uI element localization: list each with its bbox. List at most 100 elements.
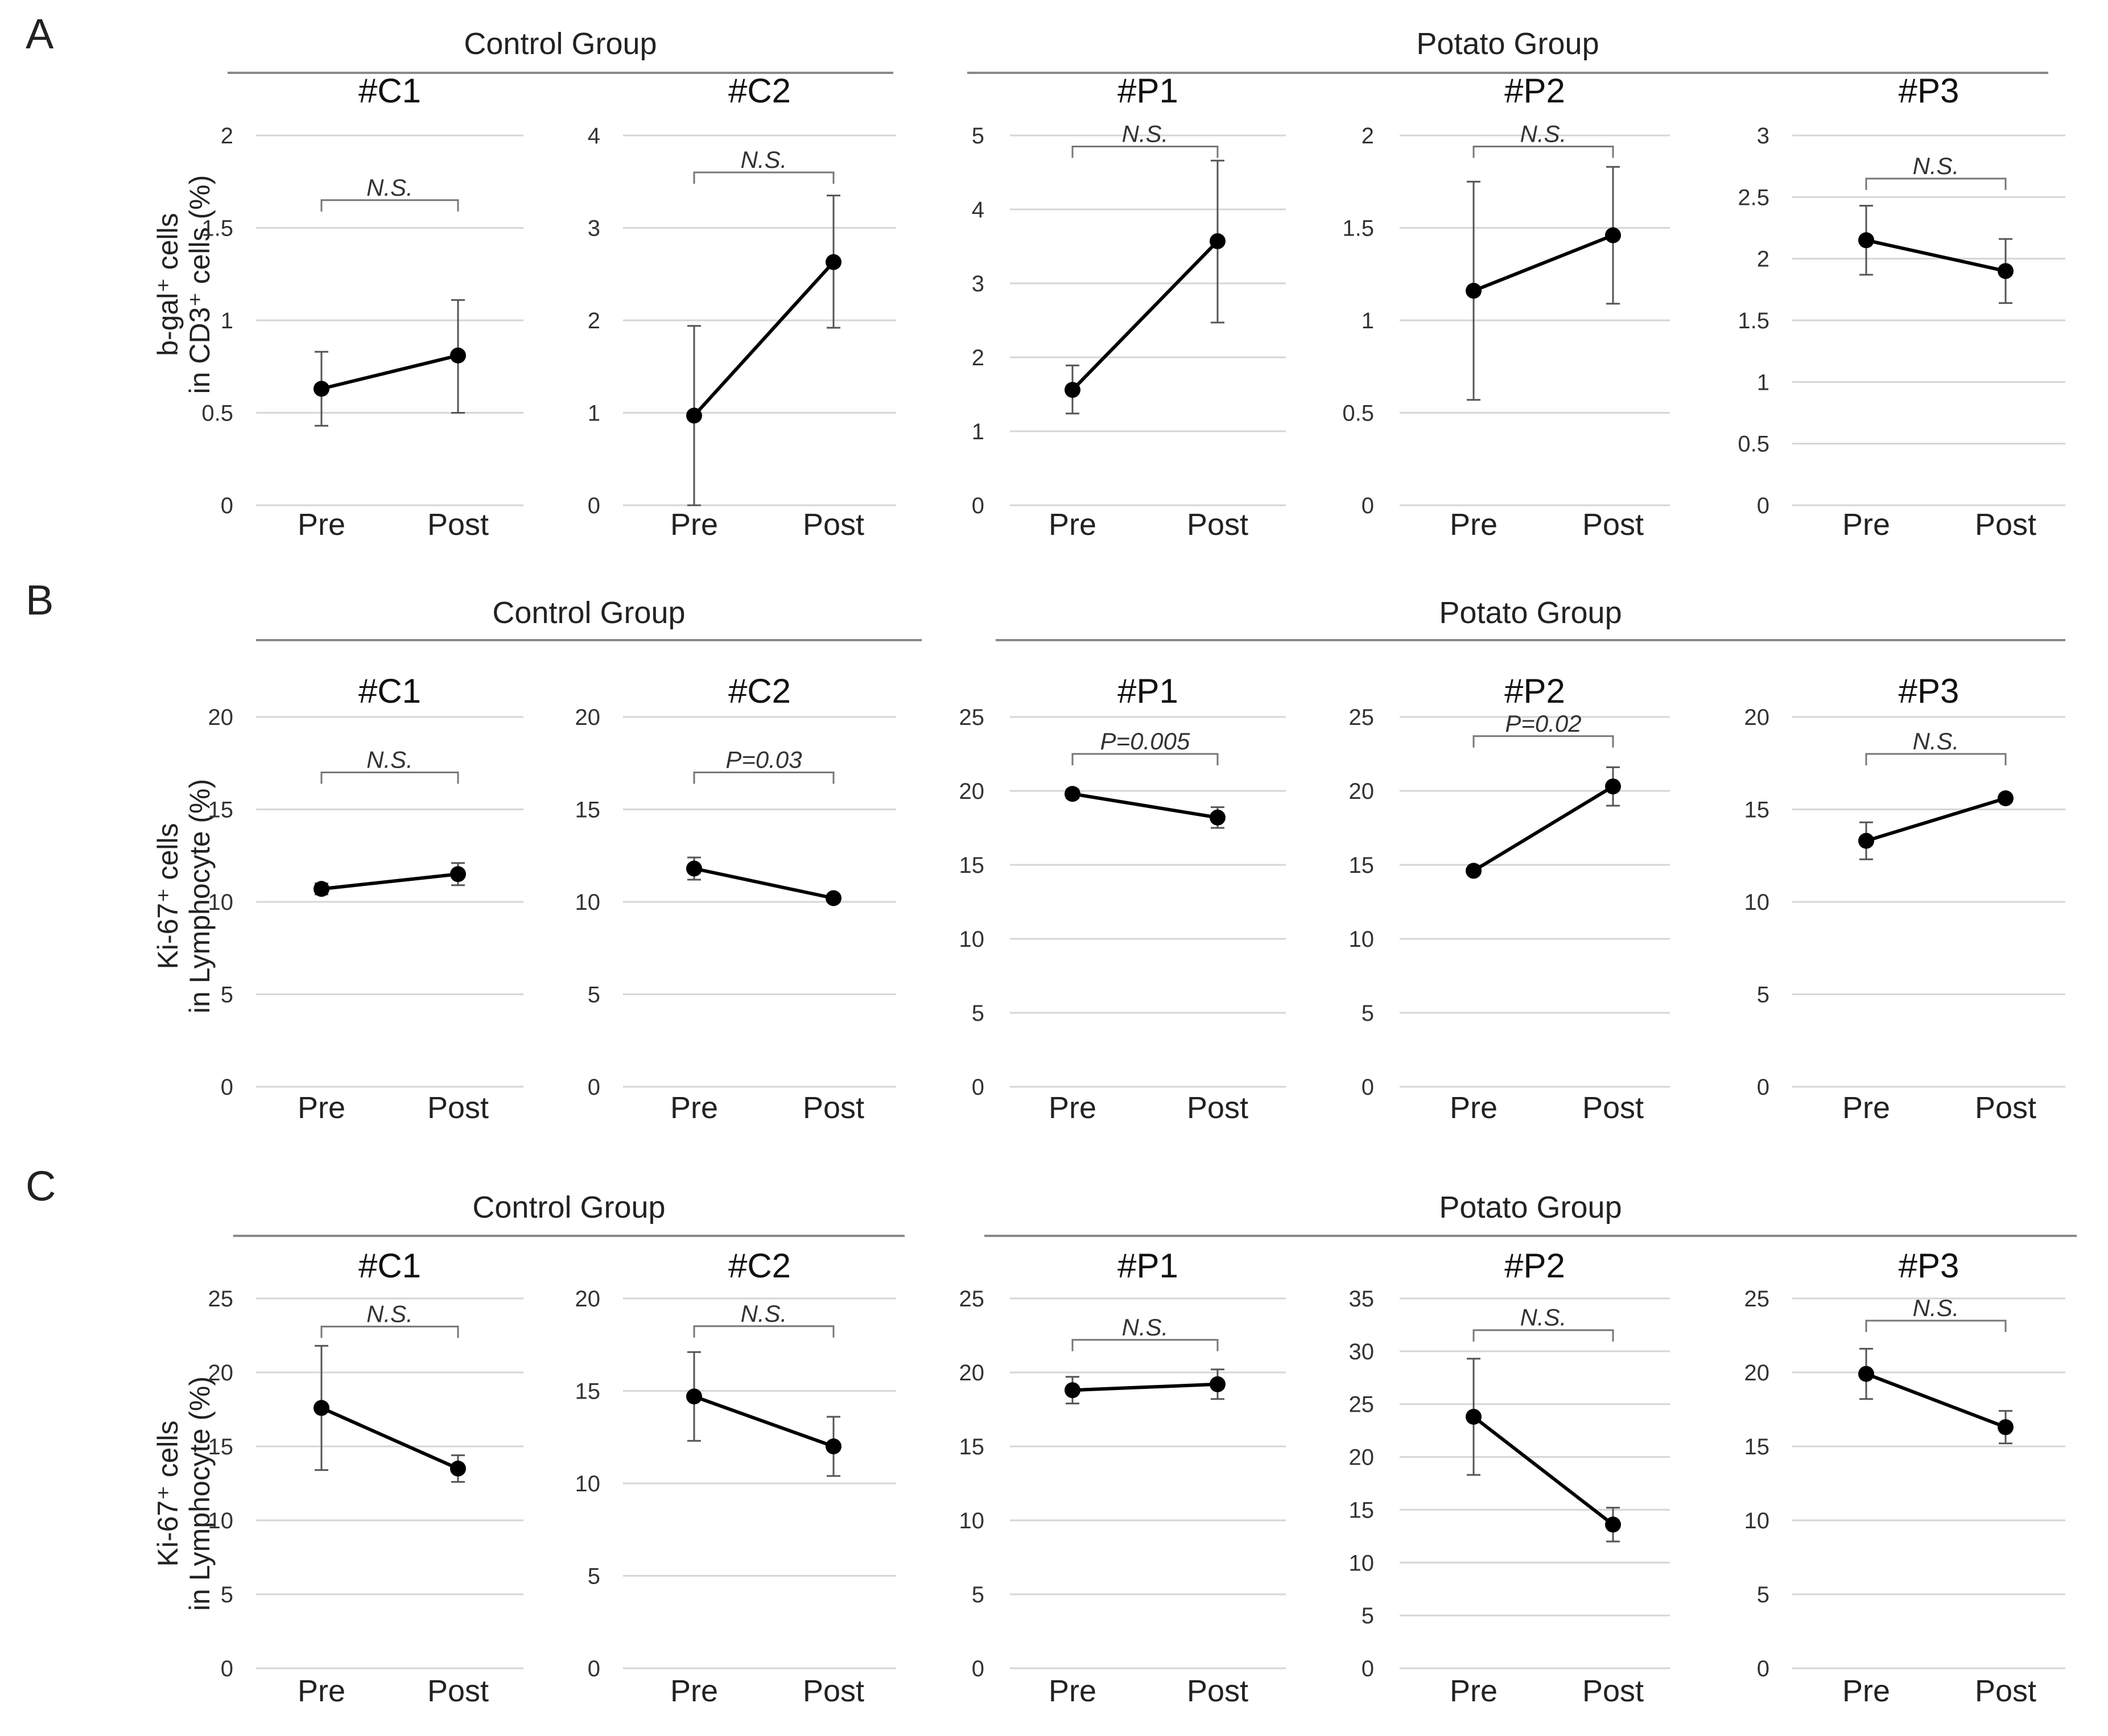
group-label-b-0: Control Group [492, 596, 685, 630]
y-tick-b-p1-3: 15 [959, 853, 985, 878]
group-label-b-1: Potato Group [1439, 596, 1622, 630]
chart-title-a-p3: #P3 [1899, 72, 1960, 110]
x-tick-a-p3-pre: Pre [1842, 508, 1890, 542]
x-tick-a-p2-post: Post [1582, 508, 1644, 542]
y-tick-b-c2-1: 5 [588, 983, 600, 1008]
series-line-c-p2 [1472, 1415, 1614, 1526]
y-tick-b-p1-2: 10 [959, 927, 985, 952]
y-tick-c-c2-2: 10 [575, 1471, 601, 1496]
chart-title-a-p2: #P2 [1504, 72, 1565, 110]
data-point-c-c2-pre [686, 1388, 702, 1405]
x-tick-b-c2-post: Post [803, 1091, 864, 1125]
data-point-c-p3-post [1998, 1419, 2014, 1436]
y-tick-c-p2-5: 25 [1349, 1392, 1375, 1417]
series-line-c-c1 [320, 1406, 459, 1470]
y-tick-c-p3-2: 10 [1744, 1508, 1770, 1533]
data-point-b-p1-pre [1065, 786, 1080, 802]
y-tick-a-p3-0: 0 [1757, 493, 1769, 518]
y-tick-b-c1-1: 5 [221, 983, 233, 1008]
x-tick-b-p1-pre: Pre [1049, 1091, 1096, 1125]
y-tick-b-p2-4: 20 [1349, 779, 1375, 804]
y-tick-a-p1-0: 0 [972, 493, 984, 518]
group-label-a-1: Potato Group [1416, 27, 1599, 61]
y-tick-a-c1-4: 2 [221, 123, 233, 149]
y-tick-a-p1-3: 3 [972, 271, 984, 296]
data-point-b-p3-pre [1858, 832, 1874, 849]
significance-bracket-c-p2 [1472, 1329, 1614, 1342]
x-tick-c-p1-post: Post [1187, 1674, 1248, 1708]
chart-title-b-p2: #P2 [1504, 672, 1565, 710]
y-tick-b-c2-3: 15 [575, 798, 601, 823]
y-tick-b-p1-1: 5 [972, 1001, 984, 1026]
series-line-c-c2 [693, 1395, 835, 1448]
y-tick-b-p2-3: 15 [1349, 853, 1375, 878]
y-tick-c-c2-1: 5 [588, 1564, 600, 1589]
significance-bracket-a-c1 [320, 199, 459, 212]
data-point-b-p3-post [1998, 790, 2014, 806]
y-tick-a-c2-3: 3 [588, 216, 600, 241]
x-tick-c-c1-post: Post [427, 1674, 489, 1708]
data-point-b-p1-post [1210, 809, 1226, 826]
series-line-a-p1 [1071, 240, 1219, 391]
y-tick-c-p3-4: 20 [1744, 1360, 1770, 1385]
y-tick-b-p3-0: 0 [1757, 1075, 1769, 1100]
x-tick-c-p3-post: Post [1975, 1674, 2036, 1708]
y-axis-title-b-0: Ki-67⁺ cells [152, 823, 184, 969]
significance-bracket-a-c2 [693, 171, 835, 184]
y-tick-b-p3-4: 20 [1744, 705, 1770, 730]
chart-title-a-c1: #C1 [358, 72, 421, 110]
chart-title-c-p3: #P3 [1899, 1247, 1960, 1285]
y-tick-c-c1-4: 20 [208, 1360, 234, 1385]
chart-title-a-c2: #C2 [728, 72, 791, 110]
x-tick-c-c2-pre: Pre [670, 1674, 718, 1708]
significance-bracket-c-c1 [320, 1325, 459, 1338]
significance-label-c-p3: N.S. [1913, 1294, 1960, 1321]
significance-label-b-p2: P=0.02 [1505, 710, 1581, 737]
data-point-a-p1-post [1210, 233, 1226, 249]
y-tick-c-p2-6: 30 [1349, 1339, 1375, 1364]
x-tick-c-p1-pre: Pre [1049, 1674, 1096, 1708]
x-tick-c-c2-post: Post [803, 1674, 864, 1708]
series-line-b-p2 [1472, 785, 1614, 872]
y-tick-a-c2-4: 4 [588, 123, 600, 149]
y-axis-title-a-0: b-gal⁺ cells [152, 213, 184, 356]
y-tick-b-p1-5: 25 [959, 705, 985, 730]
y-tick-c-p1-3: 15 [959, 1434, 985, 1459]
y-tick-c-p2-0: 0 [1362, 1656, 1374, 1681]
chart-title-b-p3: #P3 [1899, 672, 1960, 710]
group-label-a-0: Control Group [464, 27, 657, 61]
y-tick-c-p3-0: 0 [1757, 1656, 1769, 1681]
data-point-a-c1-post [450, 347, 466, 364]
significance-label-a-c2: N.S. [741, 146, 787, 173]
y-tick-c-c1-5: 25 [208, 1286, 234, 1312]
data-point-a-p2-post [1605, 227, 1621, 244]
y-tick-b-p1-4: 20 [959, 779, 985, 804]
x-tick-a-c2-pre: Pre [670, 508, 718, 542]
significance-label-b-p3: N.S. [1913, 728, 1960, 754]
y-tick-c-p2-3: 15 [1349, 1498, 1375, 1523]
y-tick-a-c1-1: 0.5 [201, 401, 233, 426]
y-tick-b-c2-2: 10 [575, 890, 601, 915]
significance-bracket-a-p2 [1472, 146, 1614, 158]
y-tick-b-c1-3: 15 [208, 798, 234, 823]
chart-title-b-p1: #P1 [1117, 672, 1178, 710]
x-tick-b-p2-pre: Pre [1450, 1091, 1498, 1125]
x-tick-b-p2-post: Post [1582, 1091, 1644, 1125]
y-tick-a-c1-2: 1 [221, 308, 233, 333]
x-tick-c-p2-pre: Pre [1450, 1674, 1498, 1708]
y-tick-c-p1-2: 10 [959, 1508, 985, 1533]
x-tick-b-p3-post: Post [1975, 1091, 2036, 1125]
y-tick-b-p3-1: 5 [1757, 983, 1769, 1008]
chart-title-b-c2: #C2 [728, 672, 791, 710]
y-tick-c-p1-5: 25 [959, 1286, 985, 1312]
y-tick-c-p2-2: 10 [1349, 1551, 1375, 1576]
x-tick-b-p1-post: Post [1187, 1091, 1248, 1125]
y-tick-b-c2-0: 0 [588, 1075, 600, 1100]
significance-label-b-c2: P=0.03 [725, 747, 802, 773]
significance-label-a-p2: N.S. [1520, 121, 1567, 147]
y-tick-c-p1-0: 0 [972, 1656, 984, 1681]
data-point-a-c1-pre [313, 381, 329, 397]
group-label-c-0: Control Group [472, 1190, 665, 1224]
significance-label-a-c1: N.S. [366, 174, 413, 201]
x-tick-a-p2-pre: Pre [1450, 508, 1498, 542]
